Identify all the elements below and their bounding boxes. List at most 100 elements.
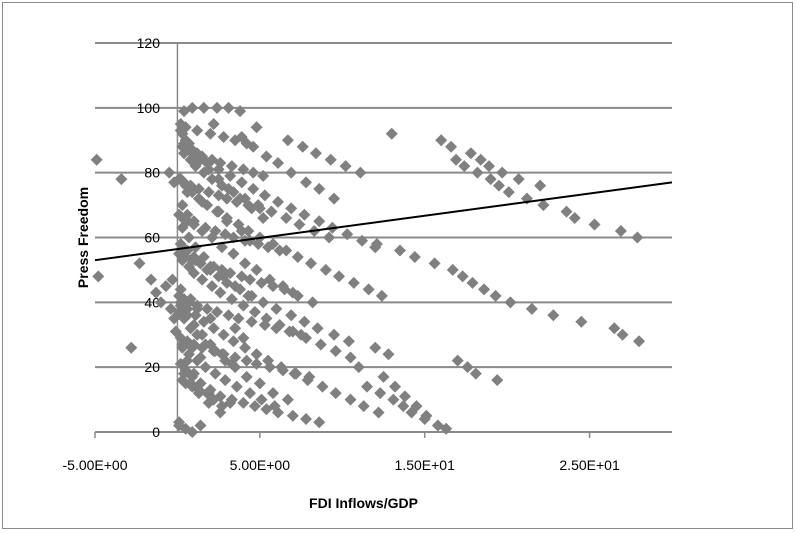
data-point	[222, 309, 235, 322]
data-point	[224, 396, 237, 409]
data-point	[237, 396, 250, 409]
data-point	[174, 118, 187, 131]
data-point	[357, 400, 370, 413]
data-point	[90, 153, 103, 166]
data-point	[445, 140, 458, 153]
data-point	[237, 299, 250, 312]
data-point	[397, 400, 410, 413]
data-point	[512, 173, 525, 186]
data-point	[184, 377, 197, 390]
y-tick-label: 0	[152, 424, 160, 440]
data-point	[229, 322, 242, 335]
data-point	[186, 341, 199, 354]
data-point	[217, 270, 230, 283]
data-points	[90, 101, 646, 438]
data-point	[405, 406, 418, 419]
data-point	[374, 387, 387, 400]
data-point	[192, 387, 205, 400]
data-point	[186, 101, 199, 114]
data-point	[291, 250, 304, 263]
data-point	[217, 131, 230, 144]
data-point	[461, 361, 474, 374]
data-point	[247, 166, 260, 179]
data-point	[547, 309, 560, 322]
data-point	[225, 357, 238, 370]
data-point	[280, 244, 293, 257]
data-point	[267, 387, 280, 400]
data-point	[178, 367, 191, 380]
data-point	[248, 306, 261, 319]
data-point	[361, 380, 374, 393]
data-point	[214, 390, 227, 403]
data-point	[191, 302, 204, 315]
data-point	[202, 186, 215, 199]
data-point	[339, 160, 352, 173]
data-point	[344, 351, 357, 364]
data-point	[239, 257, 252, 270]
data-point	[125, 341, 138, 354]
data-point	[240, 370, 253, 383]
data-point	[291, 289, 304, 302]
x-axis-title: FDI Inflows/GDP	[309, 495, 418, 511]
data-point	[372, 406, 385, 419]
data-point	[229, 280, 242, 293]
data-point	[504, 296, 517, 309]
data-point	[222, 101, 235, 114]
data-point	[182, 231, 195, 244]
data-point	[206, 231, 219, 244]
data-point	[375, 289, 388, 302]
data-point	[212, 205, 225, 218]
data-point	[296, 140, 309, 153]
data-point	[298, 208, 311, 221]
x-tick-label: 2.50E+01	[559, 457, 620, 473]
data-point	[166, 273, 179, 286]
data-point	[204, 127, 217, 140]
data-point	[174, 283, 187, 296]
data-point	[575, 315, 588, 328]
data-point	[471, 166, 484, 179]
data-point	[491, 374, 504, 387]
data-point	[313, 416, 326, 429]
data-point	[328, 192, 341, 205]
data-point	[387, 393, 400, 406]
data-point	[265, 205, 278, 218]
data-point	[247, 182, 260, 195]
data-point	[253, 377, 266, 390]
data-point	[393, 244, 406, 257]
data-point	[242, 289, 255, 302]
data-point	[257, 296, 270, 309]
data-point	[187, 267, 200, 280]
data-point	[614, 225, 627, 238]
data-point	[194, 351, 207, 364]
data-point	[314, 338, 327, 351]
data-point	[154, 296, 167, 309]
data-point	[250, 263, 263, 276]
data-point	[354, 166, 367, 179]
data-point	[176, 221, 189, 234]
data-point	[235, 225, 248, 238]
data-point	[201, 302, 214, 315]
data-point	[204, 338, 217, 351]
x-tick-label: -5.00E+00	[63, 457, 128, 473]
data-point	[418, 413, 431, 426]
data-point	[247, 140, 260, 153]
data-point	[194, 377, 207, 390]
data-point	[222, 182, 235, 195]
data-point	[484, 173, 497, 186]
data-point	[525, 302, 538, 315]
data-point	[204, 312, 217, 325]
data-point	[239, 341, 252, 354]
data-point	[633, 335, 646, 348]
data-point	[235, 131, 248, 144]
data-point	[234, 192, 247, 205]
data-point	[255, 393, 268, 406]
data-point	[316, 380, 329, 393]
data-point	[450, 153, 463, 166]
data-point	[537, 199, 550, 212]
data-point	[227, 335, 240, 348]
data-point	[204, 383, 217, 396]
data-point	[194, 419, 207, 432]
data-point	[257, 212, 270, 225]
